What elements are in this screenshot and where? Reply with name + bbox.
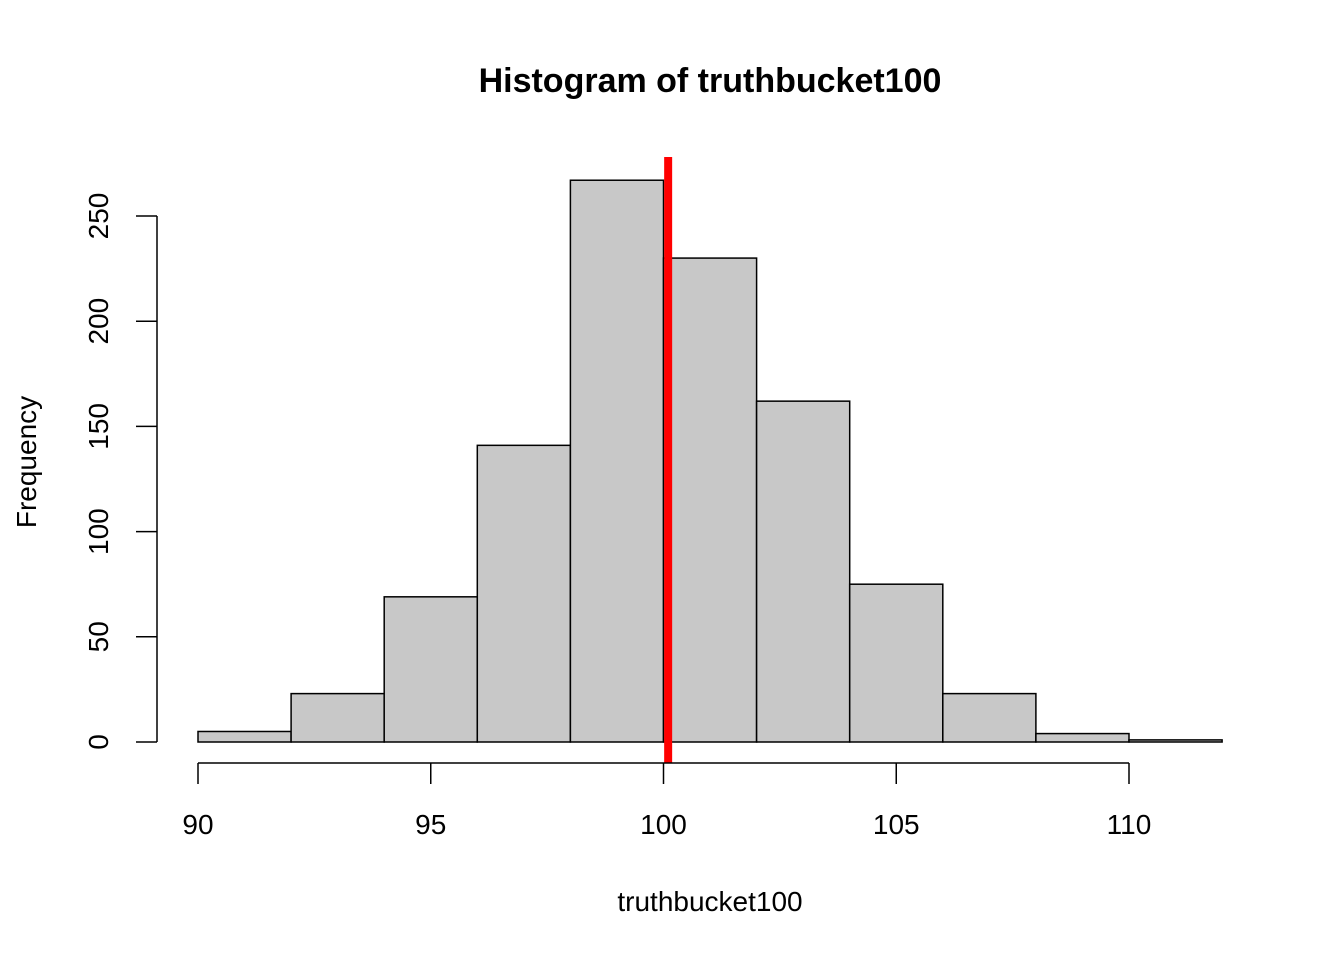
histogram-bar-8 <box>942 692 1037 743</box>
histogram-bar-7 <box>848 583 944 743</box>
histogram-bar-2 <box>383 596 479 743</box>
histogram-bar-3 <box>476 444 572 743</box>
y-tick-label-2: 100 <box>83 508 114 555</box>
x-axis-label: truthbucket100 <box>617 886 802 917</box>
histogram-bar-9 <box>1035 732 1130 743</box>
y-tick-label-3: 150 <box>83 403 114 450</box>
x-tick-label-1: 95 <box>415 809 446 840</box>
x-tick-label-3: 105 <box>873 809 920 840</box>
histogram-bar-5 <box>662 257 758 743</box>
x-axis: 90 95 100 105 110 <box>182 762 1152 840</box>
x-tick-label-0: 90 <box>182 809 213 840</box>
y-tick-label-5: 250 <box>83 193 114 240</box>
x-tick-label-2: 100 <box>640 809 687 840</box>
y-axis: 0 50 100 150 200 250 <box>83 193 158 750</box>
y-tick-label-4: 200 <box>83 298 114 345</box>
histogram-bar-10 <box>1128 739 1223 743</box>
y-tick-label-1: 50 <box>83 621 114 652</box>
y-tick-label-0: 0 <box>83 734 114 750</box>
histogram-bar-4 <box>569 179 665 743</box>
histogram-bar-6 <box>755 400 851 743</box>
x-tick-label-4: 110 <box>1107 809 1152 840</box>
y-axis-label: Frequency <box>11 396 42 528</box>
histogram-bar-0 <box>197 730 292 743</box>
chart-title: Histogram of truthbucket100 <box>479 62 942 100</box>
bars-group <box>197 179 1223 743</box>
histogram-bar-1 <box>290 692 385 743</box>
